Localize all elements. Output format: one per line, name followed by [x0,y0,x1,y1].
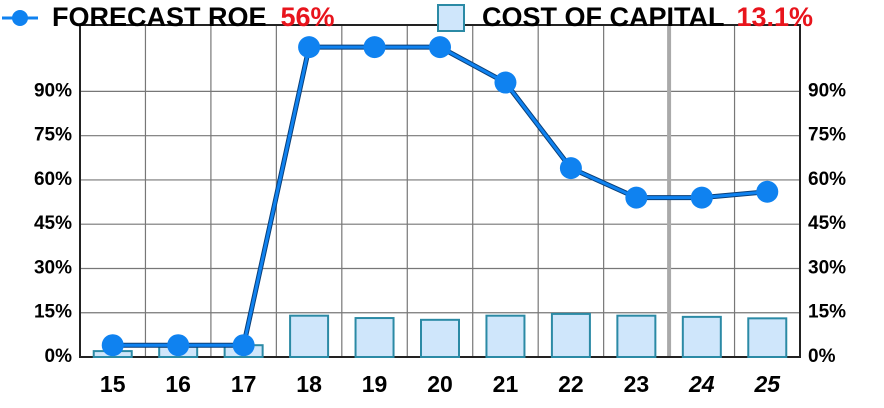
legend-value: 13.1% [737,2,814,32]
y2-tick-label: 30% [808,257,846,278]
line-point [494,71,517,94]
x-tick-label: 18 [296,371,322,397]
y2-tick-label: 45% [808,213,846,234]
y-tick-label: 45% [34,213,72,234]
line-point [756,180,779,203]
legend-dot [12,10,28,26]
y2-tick-label: 0% [808,346,836,367]
y-tick-label: 15% [34,302,72,323]
x-tick-label: 15 [100,371,126,397]
x-tick-label: 20 [427,371,453,397]
bar [550,312,591,359]
line-point [232,334,255,357]
plot-frame [79,24,801,358]
y2-tick-label: 90% [808,80,846,101]
bar [354,317,395,358]
legend-label: FORECAST ROE [52,2,267,32]
legend-swatch [437,4,465,32]
legend-label: COST OF CAPITAL [482,2,725,32]
line-point [625,186,648,209]
bar [420,318,460,359]
line-point [429,36,451,59]
y-tick-label: 60% [34,169,72,190]
bar [681,315,722,359]
line-point [298,36,321,59]
y-tick-label: 90% [34,80,72,101]
legend-value: 56% [281,2,335,32]
line-point [101,334,124,357]
bar [485,314,526,359]
bar [616,314,657,359]
bar [747,317,788,359]
x-tick-label: 16 [165,371,191,397]
x-tick-label: 23 [624,371,650,397]
line-point [363,36,386,59]
x-tick-label: 21 [493,371,519,397]
line-point [690,186,713,209]
y2-tick-label: 75% [808,125,846,146]
bar [289,314,330,359]
line-point [559,157,582,180]
y2-tick-label: 60% [808,169,846,190]
x-tick-label: 19 [362,371,388,397]
y2-tick-label: 15% [808,302,846,323]
y-tick-label: 75% [34,125,72,146]
y-tick-label: 0% [45,346,73,367]
y-tick-label: 30% [34,257,72,278]
x-tick-label: 25 [753,371,781,397]
x-tick-label: 24 [688,371,715,397]
x-tick-label: 17 [231,371,257,397]
line-point [167,334,190,357]
x-tick-label: 22 [558,371,584,397]
